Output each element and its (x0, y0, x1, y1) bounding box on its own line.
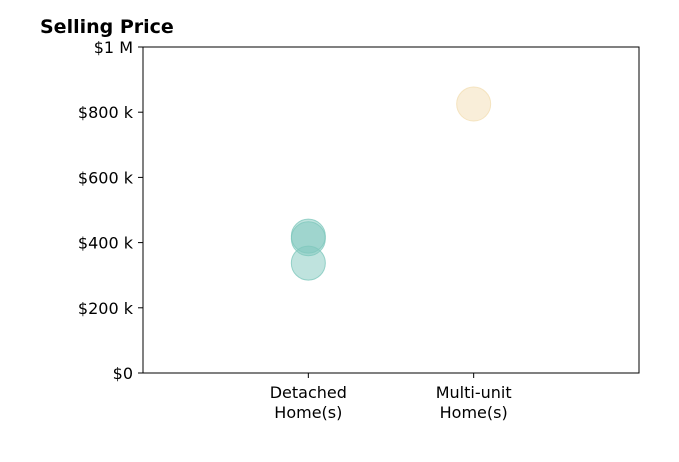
data-point (456, 86, 492, 122)
chart-title: Selling Price (40, 16, 174, 38)
y-tick-label: $200 k (78, 299, 134, 318)
x-tick-label: Multi-unit Home(s) (436, 383, 512, 422)
y-tick-label: $0 (113, 364, 133, 383)
data-point (290, 245, 326, 281)
y-tick-label: $400 k (78, 234, 134, 253)
y-tick-label: $600 k (78, 168, 134, 187)
y-tick-label: $800 k (78, 103, 134, 122)
x-tick-label: Detached Home(s) (270, 383, 347, 422)
plot-frame (142, 46, 640, 374)
y-tick-label: $1 M (94, 38, 133, 57)
